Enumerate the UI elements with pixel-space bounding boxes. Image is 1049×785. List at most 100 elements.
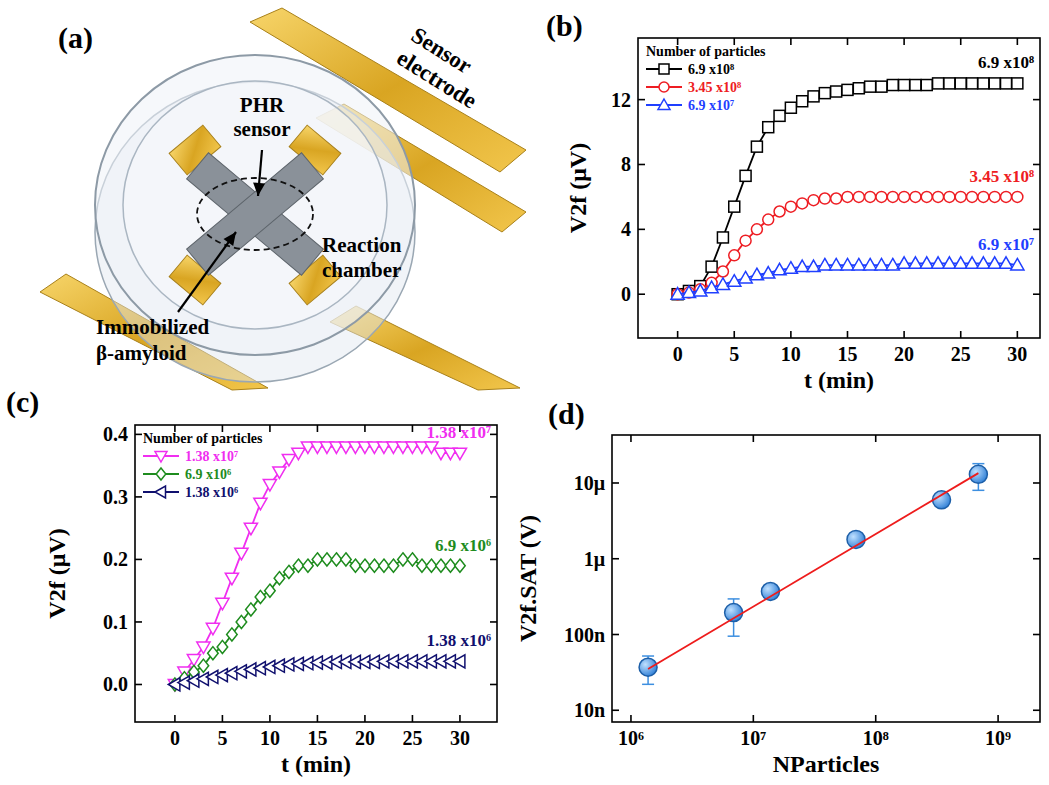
y-tick bbox=[1033, 634, 1040, 636]
line-marker bbox=[898, 257, 911, 269]
line-marker bbox=[292, 448, 305, 460]
x-tick bbox=[412, 715, 414, 722]
line-marker bbox=[246, 603, 257, 616]
x-tick-label: 0 bbox=[673, 343, 683, 365]
line-marker bbox=[819, 88, 830, 99]
y-tick bbox=[1033, 709, 1040, 711]
x-tick-label: 20 bbox=[894, 343, 914, 365]
x-tick-label: 0 bbox=[170, 727, 180, 749]
plot-frame bbox=[638, 38, 1040, 338]
line-marker bbox=[227, 628, 238, 641]
curve-label: 6.9 x10⁶ bbox=[435, 536, 491, 555]
text-line: β-amyloid bbox=[96, 341, 187, 365]
sensor-arm bbox=[187, 153, 324, 275]
y-tick bbox=[135, 621, 142, 623]
line-marker bbox=[831, 86, 842, 97]
x-tick-label: 10⁸ bbox=[863, 727, 889, 749]
text-line: electrode bbox=[392, 45, 481, 113]
line-marker bbox=[933, 191, 944, 202]
line-marker bbox=[785, 102, 796, 113]
text-line: sensor bbox=[233, 117, 290, 141]
line-marker bbox=[216, 669, 228, 682]
line-marker bbox=[284, 565, 295, 578]
line-marker bbox=[729, 250, 740, 261]
line-marker bbox=[236, 615, 247, 628]
line-marker bbox=[965, 257, 978, 269]
x-tick bbox=[222, 715, 224, 722]
line-marker bbox=[944, 78, 955, 89]
line-marker bbox=[255, 590, 266, 603]
curve-label: 3.45 x10⁸ bbox=[969, 167, 1034, 186]
y-tick bbox=[490, 559, 497, 561]
line-marker bbox=[728, 275, 741, 287]
line-marker bbox=[740, 170, 751, 181]
y-tick bbox=[135, 559, 142, 561]
line-marker bbox=[977, 257, 990, 269]
line-marker bbox=[168, 678, 180, 691]
x-tick-label: 25 bbox=[951, 343, 971, 365]
series-line bbox=[175, 559, 460, 684]
line-marker bbox=[921, 191, 932, 202]
line-marker bbox=[273, 467, 286, 479]
x-tick bbox=[960, 331, 962, 338]
legend-title: Number of particles bbox=[646, 44, 766, 59]
line-marker bbox=[263, 660, 275, 673]
line-marker bbox=[831, 193, 842, 204]
error-cap bbox=[728, 635, 740, 637]
x-tick bbox=[677, 331, 679, 338]
x-tick-label: 30 bbox=[1007, 343, 1027, 365]
legend: Number of particles1.38 x10⁷6.9 x10⁶1.38… bbox=[143, 431, 263, 500]
y-tick bbox=[638, 229, 645, 231]
x-tick bbox=[903, 38, 905, 45]
y-tick bbox=[1033, 293, 1040, 295]
sensor-label: PHRsensor bbox=[233, 93, 290, 141]
line-marker bbox=[453, 448, 466, 460]
y-tick-label: 0.2 bbox=[103, 548, 128, 570]
series-line bbox=[648, 473, 978, 669]
x-tick bbox=[364, 425, 366, 432]
panel-a: (a)SensorelectrodePHRsensorReactionchamb… bbox=[40, 8, 526, 390]
line-marker bbox=[751, 141, 762, 152]
chart-panel: 10⁶10⁷10⁸10⁹10n100n1μ10μNParticlesV2f.SA… bbox=[515, 397, 1040, 777]
x-tick bbox=[364, 715, 366, 722]
line-marker bbox=[899, 191, 910, 202]
y-tick-label: 0.1 bbox=[103, 611, 128, 633]
y-tick bbox=[490, 684, 497, 686]
panel-label: (c) bbox=[6, 385, 39, 419]
line-marker bbox=[225, 573, 238, 585]
line-marker bbox=[178, 676, 190, 689]
y-tick bbox=[490, 434, 497, 436]
text-line: chamber bbox=[322, 258, 401, 282]
text-line: PHR bbox=[240, 93, 285, 117]
line-marker bbox=[887, 80, 898, 91]
x-tick bbox=[630, 435, 632, 442]
x-tick bbox=[1017, 331, 1019, 338]
sensor-arm bbox=[187, 153, 324, 275]
line-marker bbox=[933, 78, 944, 89]
line-marker bbox=[808, 91, 819, 102]
y-tick-label: 0.3 bbox=[103, 486, 128, 508]
reaction-area bbox=[197, 178, 313, 250]
legend-label: 1.38 x10⁶ bbox=[185, 485, 238, 500]
line-marker bbox=[303, 559, 314, 572]
line-marker bbox=[706, 261, 717, 272]
line-marker bbox=[842, 84, 853, 95]
y-axis-title: V2f (μV) bbox=[44, 528, 70, 618]
y-axis-title: V2f (μV) bbox=[565, 143, 591, 233]
line-marker bbox=[206, 623, 219, 635]
plot-frame bbox=[135, 425, 497, 722]
line-marker bbox=[818, 258, 831, 270]
chamber-label: Reactionchamber bbox=[322, 233, 402, 282]
line-marker bbox=[217, 640, 228, 653]
data-layer bbox=[639, 464, 987, 685]
line-marker bbox=[763, 122, 774, 133]
line-marker bbox=[1001, 78, 1012, 89]
y-tick bbox=[612, 709, 619, 711]
legend-label: 6.9 x10⁸ bbox=[688, 62, 734, 77]
line-marker bbox=[244, 663, 256, 676]
x-tick-label: 20 bbox=[355, 727, 375, 749]
legend-label: 3.45 x10⁸ bbox=[688, 80, 741, 95]
chamber-ring bbox=[95, 55, 415, 355]
x-tick bbox=[875, 435, 877, 442]
line-marker bbox=[876, 191, 887, 202]
